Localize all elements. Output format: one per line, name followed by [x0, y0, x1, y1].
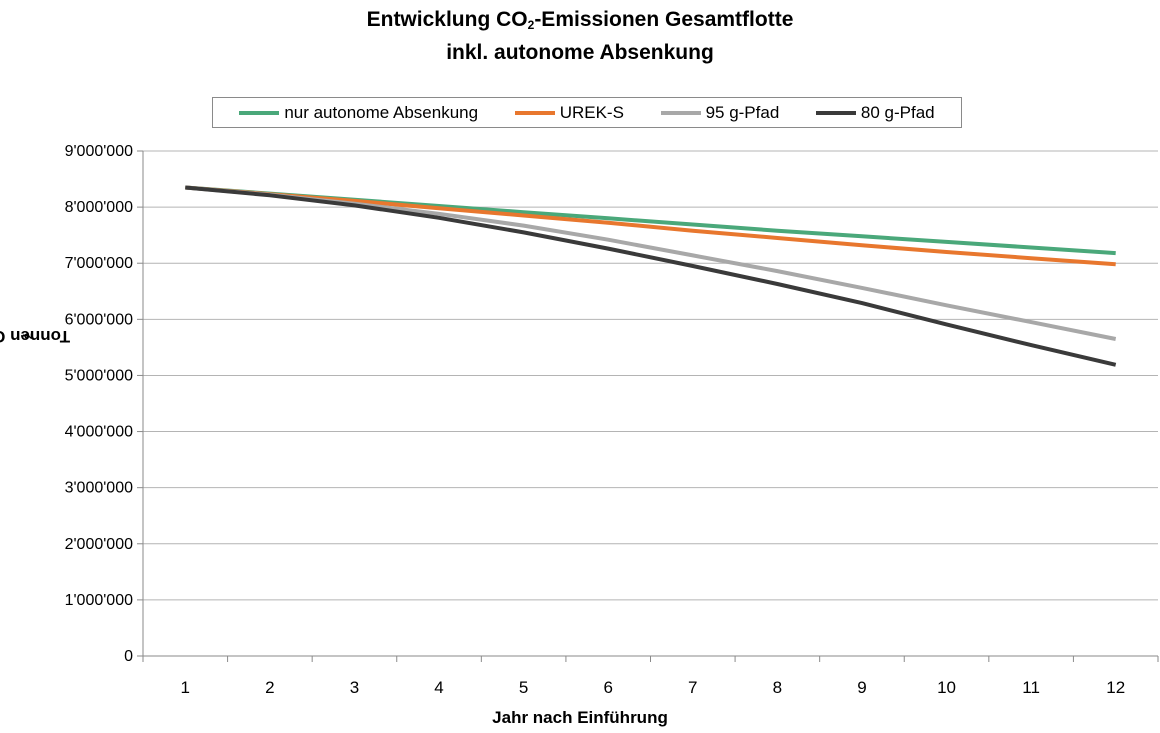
x-tick-label: 12 [1106, 678, 1125, 697]
series-line-2 [185, 185, 1116, 267]
legend-swatch [239, 110, 280, 115]
x-tick-label: 3 [350, 678, 359, 697]
y-tick-label: 2'000'000 [65, 536, 134, 553]
y-tick-label: 7'000'000 [65, 255, 134, 272]
y-tick-label: 4'000'000 [65, 424, 134, 441]
legend-item-4: 80 g-Pfad [815, 102, 935, 123]
x-tick-label: 6 [603, 678, 612, 697]
legend-label: nur autonome Absenkung [284, 102, 479, 122]
x-tick-label: 8 [773, 678, 782, 697]
y-tick-label: 5'000'000 [65, 367, 134, 384]
chart-legend: nur autonome Absenkung UREK-S 95 g-Pfad 80 … [212, 97, 962, 128]
legend-item-2: UREK-S [514, 102, 624, 123]
legend-swatch [514, 110, 555, 115]
x-tick-label: 10 [937, 678, 956, 697]
legend-label: 95 g-Pfad [705, 102, 780, 122]
legend-label: UREK-S [559, 102, 624, 122]
y-tick-label: 1'000'000 [65, 592, 134, 609]
y-tick-label: 0 [124, 648, 133, 665]
y-tick-label: 8'000'000 [65, 199, 134, 216]
legend-item-1: nur autonome Absenkung [239, 103, 478, 123]
y-tick-label: 9'000'000 [65, 143, 134, 160]
legend-swatch [815, 110, 856, 115]
x-tick-label: 9 [857, 678, 866, 697]
y-axis-label: Tonnen CO2- [0, 327, 71, 346]
x-axis-label: Jahr nach Einführung [492, 708, 668, 727]
x-tick-label: 2 [265, 678, 274, 697]
chart-title-line1: Entwicklung CO2-Emissionen Gesamtflotte [366, 8, 794, 32]
legend-swatch [660, 110, 701, 115]
x-tick-label: 4 [434, 678, 443, 697]
y-tick-label: 3'000'000 [65, 480, 134, 497]
x-tick-label: 7 [688, 678, 697, 697]
legend-item-3: 95 g-Pfad [660, 102, 780, 123]
x-tick-label: 1 [181, 678, 190, 697]
chart-title-line2: inkl. autonome Absenkung [446, 41, 714, 64]
x-tick-label: 11 [1022, 678, 1040, 697]
chart-title: Entwicklung CO2-Emissionen Gesamtflotte … [0, 6, 1160, 66]
legend-label: 80 g-Pfad [860, 102, 935, 122]
x-tick-label: 5 [519, 678, 528, 697]
series-line-4 [185, 185, 1117, 367]
y-tick-label: 6'000'000 [65, 311, 134, 328]
